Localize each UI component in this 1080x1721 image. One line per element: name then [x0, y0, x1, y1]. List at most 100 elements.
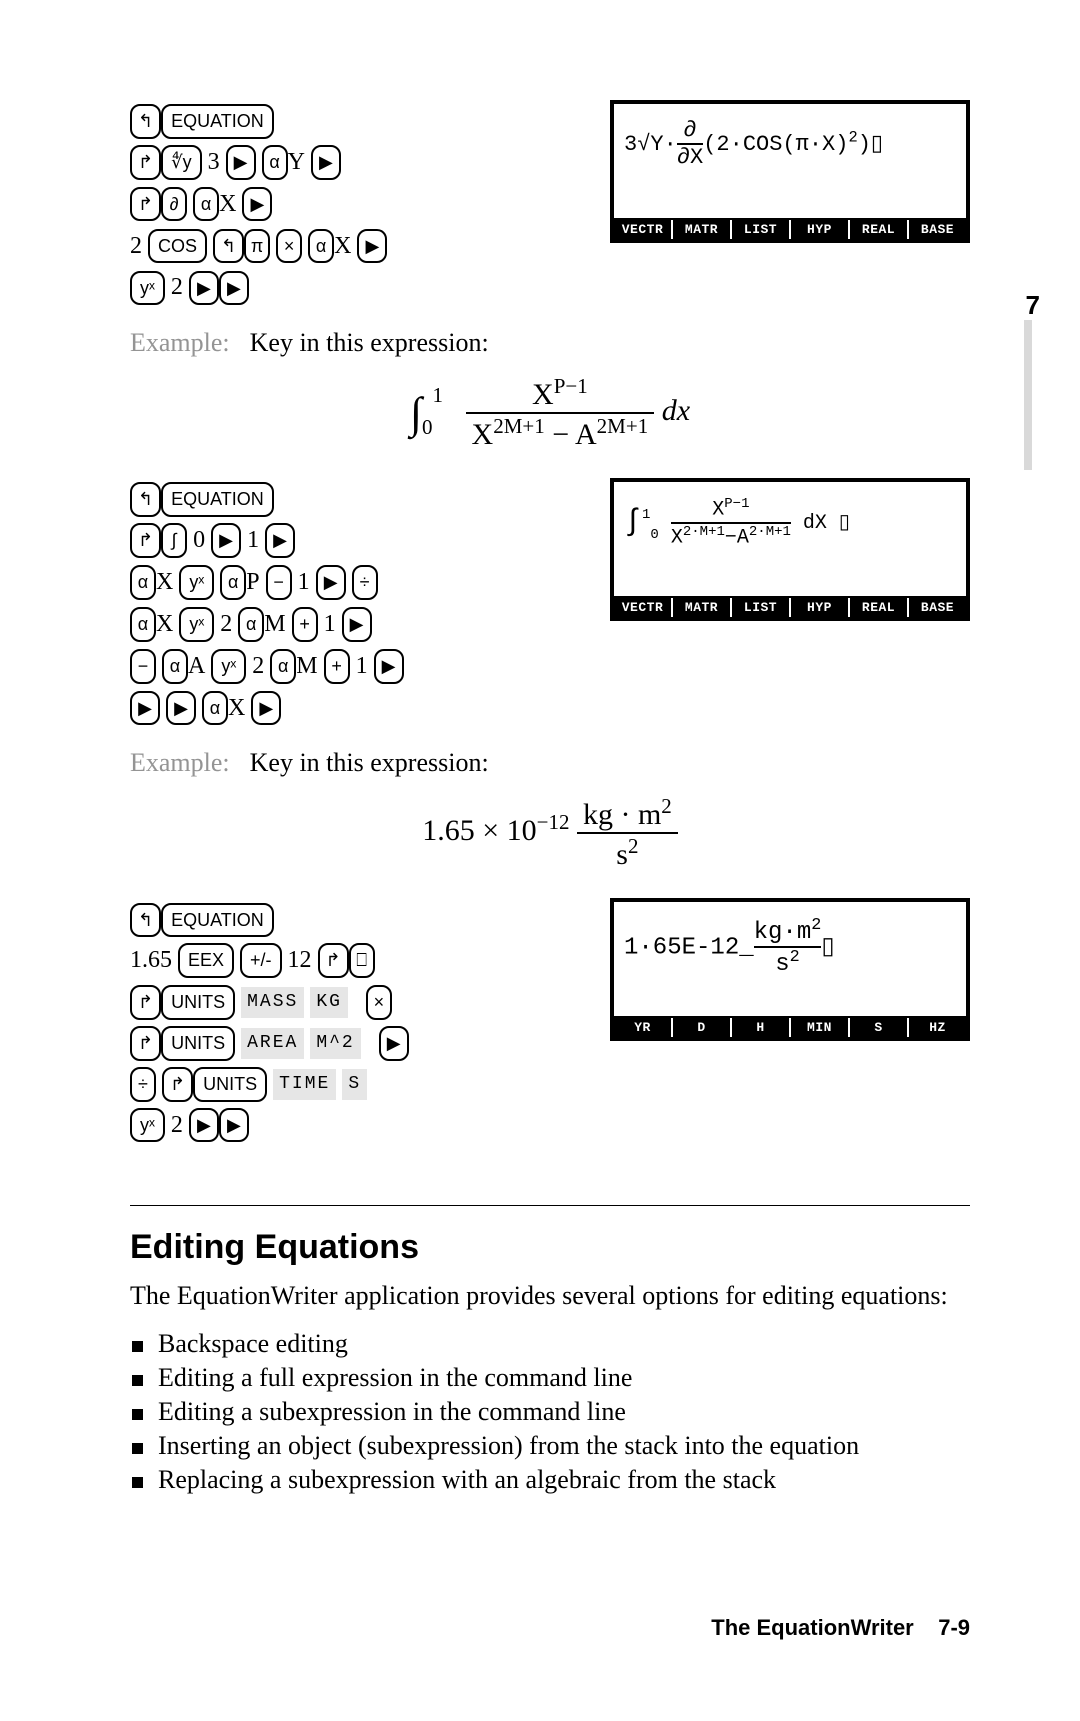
key-equation: EQUATION — [161, 104, 274, 139]
key-yx: yˣ — [211, 649, 246, 684]
calc2-numL: X — [712, 499, 724, 522]
calc-menu-item: H — [732, 1018, 791, 1037]
key-play-icon: ▶ — [251, 691, 281, 726]
math2-num: kg · m — [583, 798, 661, 831]
math1-tail: dx — [662, 394, 690, 427]
calc1-paren: (2·COS(π·X) — [703, 132, 848, 157]
key-alpha: α — [308, 229, 334, 264]
literal-X: X — [228, 695, 245, 721]
list-item: Backspace editing — [130, 1329, 970, 1359]
calc1-body: 3√Y·∂∂X(2·COS(π·X)2)▯ — [614, 104, 966, 218]
example-label: Example: — [130, 328, 230, 357]
key-alpha: α — [202, 691, 228, 726]
literal-2: 2 — [220, 611, 232, 637]
example3-row: ↰EQUATION 1.65 EEX +/- 12 ↱⎕ ↱UNITS MASS… — [130, 898, 970, 1145]
calc3-denSup: 2 — [790, 948, 800, 967]
key-alpha: α — [238, 607, 264, 642]
key-right-icon: ↱ — [162, 1067, 193, 1102]
literal-1: 1 — [247, 527, 259, 553]
list-item: Inserting an object (subexpression) from… — [130, 1431, 970, 1461]
math-expr-1: ∫01 XP−1 X2M+1 − A2M+1 dx — [130, 374, 970, 452]
example-text: Key in this expression: — [250, 748, 489, 777]
calc-screen-2: ∫10 XP−1 X2·M+1−A2·M+1 dX ▯ VECTR MATR L… — [610, 478, 970, 621]
calc-screen-1: 3√Y·∂∂X(2·COS(π·X)2)▯ VECTR MATR LIST HY… — [610, 100, 970, 243]
keystrokes-2: ↰EQUATION ↱∫ 0 ▶ 1 ▶ αX yˣ αP − 1 ▶ ÷ αX… — [130, 478, 570, 728]
calc-menu-item: LIST — [732, 220, 791, 239]
section-separator — [130, 1205, 970, 1206]
math1-lo: 0 — [422, 415, 433, 439]
literal-1-65: 1.65 — [130, 947, 172, 973]
calc2-intbot: 0 — [650, 527, 658, 543]
key-divide: ÷ — [130, 1067, 156, 1102]
key-play-icon: ▶ — [219, 1108, 249, 1143]
key-plus: + — [292, 607, 318, 642]
literal-1: 1 — [324, 611, 336, 637]
literal-M: M — [264, 611, 285, 637]
literal-X: X — [334, 233, 351, 259]
key-pm: +/- — [240, 943, 282, 978]
key-left-icon: ↰ — [130, 104, 161, 139]
menu-area: AREA — [241, 1028, 304, 1059]
key-times: × — [276, 229, 302, 264]
key-play-icon: ▶ — [265, 523, 295, 558]
key-play-icon: ▶ — [189, 1108, 219, 1143]
calc3-body: 1·65E-12_ kg·m2 s2 ▯ — [614, 902, 966, 1016]
section-intro: The EquationWriter application provides … — [130, 1281, 970, 1311]
calc-menu-item: REAL — [850, 598, 909, 617]
calc2-numSup: P−1 — [724, 496, 749, 512]
calc2-body: ∫10 XP−1 X2·M+1−A2·M+1 dX ▯ — [614, 482, 966, 596]
math-expr-2: 1.65 × 10−12 kg · m2 s2 — [130, 794, 970, 872]
calc-menu-item: BASE — [909, 220, 966, 239]
calc-menu-item: REAL — [850, 220, 909, 239]
math2-lead: 1.65 × 10 — [422, 814, 536, 847]
calc2-denL: X — [671, 527, 683, 550]
key-alpha: α — [130, 565, 156, 600]
literal-M: M — [296, 653, 317, 679]
math1-num-sup: P−1 — [554, 374, 588, 398]
literal-Y: Y — [288, 149, 305, 175]
calc2-denSup2: 2·M+1 — [749, 524, 791, 540]
page-footer: The EquationWriter 7-9 — [130, 1615, 970, 1641]
math1-num-base: X — [532, 378, 554, 411]
literal-1: 1 — [356, 653, 368, 679]
key-left-icon: ↰ — [213, 229, 244, 264]
calc-menu-item: D — [673, 1018, 732, 1037]
key-left-icon: ↰ — [130, 903, 161, 938]
key-units: UNITS — [193, 1067, 267, 1102]
calc2-menu: VECTR MATR LIST HYP REAL BASE — [614, 596, 966, 617]
calc-menu-item: HYP — [791, 220, 850, 239]
key-yx: yˣ — [130, 1108, 165, 1143]
key-play-icon: ▶ — [130, 691, 160, 726]
key-play-icon: ▶ — [219, 271, 249, 306]
key-right-icon: ↱ — [318, 943, 349, 978]
calc1-prefix: 3√Y· — [624, 132, 677, 157]
literal-2: 2 — [171, 275, 183, 301]
literal-X: X — [156, 569, 173, 595]
key-right-icon: ↱ — [130, 1026, 161, 1061]
key-yx: yˣ — [179, 565, 214, 600]
example3-header: Example: Key in this expression: — [130, 748, 970, 778]
key-cos: COS — [148, 229, 207, 264]
math1-denL: X — [472, 418, 494, 451]
key-play-icon: ▶ — [342, 607, 372, 642]
literal-X: X — [156, 611, 173, 637]
key-frac: ⎕ — [349, 943, 375, 978]
key-play-icon: ▶ — [242, 187, 272, 222]
menu-s: S — [342, 1069, 367, 1100]
math2-exp: −12 — [537, 810, 570, 834]
menu-mass: MASS — [241, 987, 304, 1018]
calc-menu-item: LIST — [732, 598, 791, 617]
key-play-icon: ▶ — [166, 691, 196, 726]
key-equation: EQUATION — [161, 482, 274, 517]
calc-menu-item: HYP — [791, 598, 850, 617]
key-units: UNITS — [161, 985, 235, 1020]
math1-hi: 1 — [433, 383, 444, 407]
key-units: UNITS — [161, 1026, 235, 1061]
key-play-icon: ▶ — [357, 229, 387, 264]
footer-title: The EquationWriter — [711, 1615, 914, 1640]
key-play-icon: ▶ — [211, 523, 241, 558]
calc-menu-item: VECTR — [614, 220, 673, 239]
key-root: ∜y — [161, 145, 201, 180]
example-text: Key in this expression: — [250, 328, 489, 357]
example2-header: Example: Key in this expression: — [130, 328, 970, 358]
